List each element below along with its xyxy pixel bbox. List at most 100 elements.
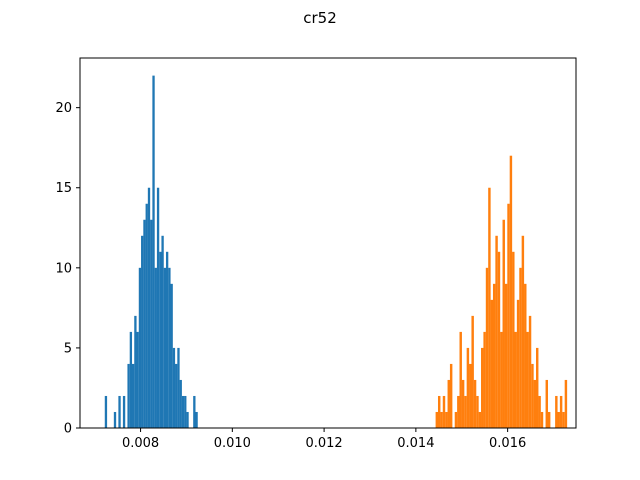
histogram-bar-series-2: [490, 299, 494, 428]
histogram-bar-series-2: [469, 363, 472, 428]
histogram-bar-series-2: [507, 203, 510, 428]
histogram-bar-series-1: [138, 267, 142, 428]
histogram-bar-series-2: [545, 379, 548, 428]
histogram-bar-series-1: [113, 411, 117, 428]
histogram-bar-series-1: [156, 187, 160, 428]
histogram-bar-series-2: [478, 411, 482, 428]
histogram-bar-series-1: [118, 395, 121, 428]
histogram-bar-series-2: [504, 283, 508, 428]
x-tick-label: 0.016: [489, 436, 526, 451]
x-tick-label: 0.008: [122, 436, 159, 451]
histogram-bar-series-1: [177, 347, 180, 428]
histogram-bar-series-1: [141, 235, 144, 428]
histogram-bar-series-2: [473, 379, 477, 428]
histogram-bar-series-2: [454, 411, 458, 428]
histogram-bar-series-2: [445, 411, 448, 428]
histogram-bar-series-2: [435, 411, 439, 428]
histogram-bar-series-2: [528, 315, 532, 428]
histogram-bar-series-1: [170, 283, 173, 428]
histogram-bar-series-1: [195, 411, 198, 428]
histogram-bar-series-2: [492, 283, 496, 428]
histogram-bar-series-1: [168, 267, 171, 428]
plot-frame: [79, 57, 577, 429]
y-tick-label: 15: [55, 181, 72, 196]
histogram-bar-series-1: [193, 395, 196, 428]
histogram-bar-series-1: [161, 235, 164, 428]
histogram-bar-series-2: [495, 235, 498, 428]
histogram-bar-series-1: [184, 395, 187, 428]
histogram-bar-series-2: [457, 395, 460, 428]
histogram-bar-series-2: [476, 395, 479, 428]
y-tick-label: 5: [64, 341, 72, 356]
histogram-bar-series-1: [143, 219, 146, 428]
histogram-bar-series-2: [559, 395, 563, 428]
histogram-bar-series-1: [104, 395, 108, 428]
histogram-bar-series-2: [514, 331, 517, 428]
histogram-bar-series-2: [562, 411, 565, 428]
y-axis: 0 5 10 15 20: [55, 101, 80, 437]
histogram-bar-series-2: [531, 363, 534, 428]
histogram-bar-series-1: [147, 187, 151, 428]
y-tick-label: 20: [55, 101, 72, 116]
histogram-bar-series-2: [440, 411, 443, 428]
histogram-bar-series-1: [159, 251, 162, 428]
histogram-bar-series-2: [471, 315, 474, 428]
histogram-bar-series-1: [122, 395, 126, 428]
histogram-bar-series-2: [488, 187, 491, 428]
x-tick-label: 0.010: [214, 436, 251, 451]
histogram-bars: [104, 75, 568, 429]
histogram-bar-series-2: [536, 347, 539, 428]
histogram-bar-series-2: [459, 331, 462, 428]
histogram-bar-series-2: [557, 411, 560, 428]
histogram-bar-series-1: [163, 267, 167, 428]
histogram-bar-series-2: [509, 155, 513, 428]
histogram-bar-series-2: [481, 347, 484, 428]
histogram-bar-series-2: [500, 331, 503, 428]
histogram-bar-series-2: [437, 395, 441, 428]
histogram-bar-series-1: [127, 363, 130, 428]
histogram-bar-series-2: [502, 219, 505, 428]
histogram-bar-series-2: [540, 411, 544, 428]
histogram-bar-series-1: [172, 347, 176, 428]
histogram-bar-series-1: [154, 267, 157, 428]
x-axis: 0.008 0.010 0.012 0.014 0.016: [122, 428, 526, 451]
histogram-bar-series-2: [564, 379, 568, 428]
histogram-bar-series-1: [134, 315, 137, 428]
histogram-bar-series-1: [175, 363, 178, 428]
y-tick-label: 10: [55, 261, 72, 276]
histogram-bar-series-1: [145, 203, 148, 428]
histogram-bar-series-2: [519, 267, 522, 428]
histogram-bar-series-2: [521, 235, 525, 428]
histogram-bar-series-2: [483, 331, 486, 428]
histogram-bar-series-2: [524, 283, 527, 428]
histogram-bar-series-2: [466, 347, 470, 428]
histogram-bar-series-2: [547, 411, 551, 428]
histogram-bar-series-2: [449, 363, 453, 428]
y-tick-label: 0: [64, 422, 72, 437]
histogram-bar-series-2: [526, 331, 529, 428]
chart-title: cr52: [303, 9, 337, 27]
histogram-bar-series-1: [129, 331, 133, 428]
histogram-bar-series-2: [538, 395, 541, 428]
histogram-bar-series-2: [512, 251, 515, 428]
histogram-bar-series-2: [516, 299, 520, 428]
x-tick-label: 0.012: [305, 436, 342, 451]
histogram-bar-series-1: [179, 379, 182, 428]
histogram-bar-series-1: [186, 411, 189, 428]
histogram-bar-series-2: [533, 379, 537, 428]
histogram-bar-series-2: [497, 251, 501, 428]
histogram-bar-series-2: [442, 395, 446, 428]
histogram-bar-series-2: [485, 267, 489, 428]
histogram-bar-series-2: [447, 379, 450, 428]
histogram-bar-series-2: [461, 379, 465, 428]
histogram-bar-series-1: [152, 75, 155, 429]
x-tick-label: 0.014: [397, 436, 434, 451]
histogram-bar-series-1: [181, 395, 185, 428]
histogram-bar-series-1: [165, 251, 169, 428]
histogram-bar-series-1: [136, 331, 139, 428]
histogram-bar-series-2: [464, 395, 467, 428]
histogram-bar-series-1: [150, 219, 153, 428]
histogram-bar-series-1: [131, 363, 135, 428]
histogram-bar-series-2: [555, 395, 558, 428]
